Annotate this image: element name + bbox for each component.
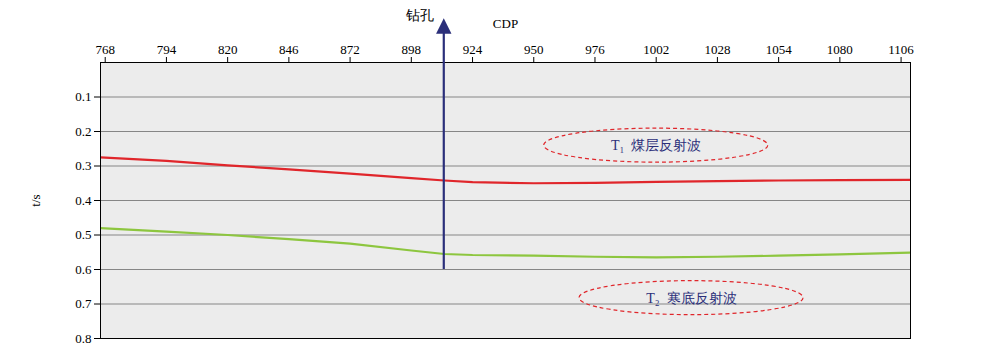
svg-text:768: 768 bbox=[95, 42, 115, 57]
svg-text:976: 976 bbox=[585, 42, 605, 57]
svg-text:1002: 1002 bbox=[643, 42, 669, 57]
svg-text:0.6: 0.6 bbox=[75, 262, 92, 277]
svg-text:T₂ 寒底反射波: T₂ 寒底反射波 bbox=[646, 291, 736, 306]
svg-text:0.4: 0.4 bbox=[75, 193, 92, 208]
svg-text:t/s: t/s bbox=[28, 194, 43, 206]
svg-text:T₁ 煤层反射波: T₁ 煤层反射波 bbox=[611, 138, 701, 153]
svg-text:1080: 1080 bbox=[827, 42, 853, 57]
svg-text:0.5: 0.5 bbox=[75, 227, 91, 242]
svg-text:872: 872 bbox=[340, 42, 360, 57]
svg-text:0.3: 0.3 bbox=[75, 158, 91, 173]
svg-text:794: 794 bbox=[157, 42, 177, 57]
svg-text:924: 924 bbox=[463, 42, 483, 57]
svg-text:820: 820 bbox=[218, 42, 238, 57]
svg-text:950: 950 bbox=[524, 42, 544, 57]
svg-text:0.2: 0.2 bbox=[75, 124, 91, 139]
svg-text:1106: 1106 bbox=[888, 42, 914, 57]
svg-text:1028: 1028 bbox=[704, 42, 730, 57]
svg-text:CDP: CDP bbox=[493, 16, 518, 31]
svg-text:846: 846 bbox=[279, 42, 299, 57]
svg-text:1054: 1054 bbox=[766, 42, 793, 57]
svg-text:0.8: 0.8 bbox=[75, 331, 91, 346]
svg-text:0.7: 0.7 bbox=[75, 296, 92, 311]
svg-text:钻孔: 钻孔 bbox=[405, 8, 434, 23]
svg-text:898: 898 bbox=[402, 42, 422, 57]
svg-text:0.1: 0.1 bbox=[75, 89, 91, 104]
